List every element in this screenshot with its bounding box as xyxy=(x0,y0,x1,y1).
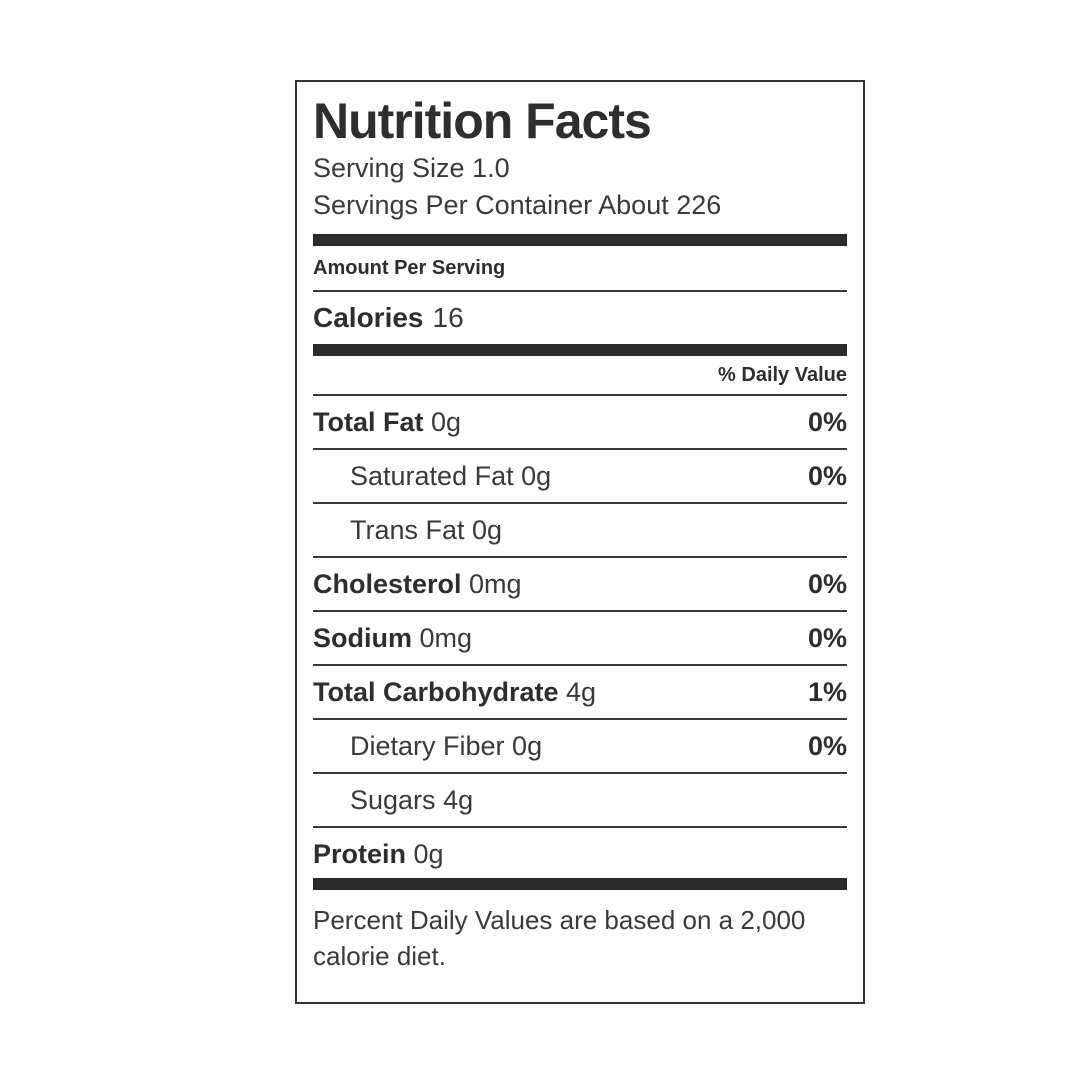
serving-size: Serving Size 1.0 xyxy=(313,153,510,183)
divider-thick-middle xyxy=(313,344,847,356)
nutrient-row: Trans Fat 0g xyxy=(313,504,847,558)
nutrient-row: Sugars 4g xyxy=(313,774,847,828)
nutrient-name-and-amount: Dietary Fiber 0g xyxy=(350,731,543,761)
nutrient-row: Total Fat 0g 0% xyxy=(313,396,847,450)
daily-value-header: % Daily Value xyxy=(313,356,847,396)
nutrient-name-and-amount: Saturated Fat 0g xyxy=(350,461,552,491)
nutrient-row: Cholesterol 0mg 0% xyxy=(313,558,847,612)
nutrient-name-and-amount: Sugars 4g xyxy=(350,785,474,815)
servings-per-container: Servings Per Container About 226 xyxy=(313,190,722,220)
footnote: Percent Daily Values are based on a 2,00… xyxy=(313,905,806,971)
nutrient-daily-value: 0% xyxy=(807,623,847,653)
divider-thick-top xyxy=(313,234,847,246)
label-title: Nutrition Facts xyxy=(313,93,652,149)
nutrient-row: Protein 0g xyxy=(313,828,847,878)
nutrient-daily-value: 0% xyxy=(807,407,847,437)
nutrient-name-and-amount: Total Fat 0g xyxy=(313,407,462,437)
nutrient-row: Total Carbohydrate 4g 1% xyxy=(313,666,847,720)
nutrient-rows: Total Fat 0g 0% Saturated Fat 0g 0% Trans Fa… xyxy=(313,396,847,878)
nutrient-name-and-amount: Sodium 0mg xyxy=(313,623,473,653)
nutrient-name-and-amount: Cholesterol 0mg xyxy=(313,569,522,599)
nutrient-daily-value: 0% xyxy=(807,731,847,761)
nutrient-name-and-amount: Trans Fat 0g xyxy=(350,515,503,545)
nutrient-name-and-amount: Total Carbohydrate 4g xyxy=(313,677,597,707)
calories-label: Calories xyxy=(313,302,424,333)
nutrient-daily-value: 0% xyxy=(807,461,847,491)
nutrition-facts-label: Nutrition Facts Serving Size 1.0 Serving… xyxy=(295,80,865,1004)
nutrient-name-and-amount: Protein 0g xyxy=(313,839,444,869)
amount-per-serving-heading: Amount Per Serving xyxy=(313,254,847,292)
nutrient-row: Saturated Fat 0g 0% xyxy=(313,450,847,504)
calories-value: 16 xyxy=(432,302,464,333)
nutrient-row: Dietary Fiber 0g 0% xyxy=(313,720,847,774)
divider-thick-bottom xyxy=(313,878,847,890)
nutrient-row: Sodium 0mg 0% xyxy=(313,612,847,666)
nutrient-daily-value: 0% xyxy=(807,569,847,599)
calories-row: Calories 16 xyxy=(313,292,847,344)
nutrient-daily-value: 1% xyxy=(807,677,847,707)
